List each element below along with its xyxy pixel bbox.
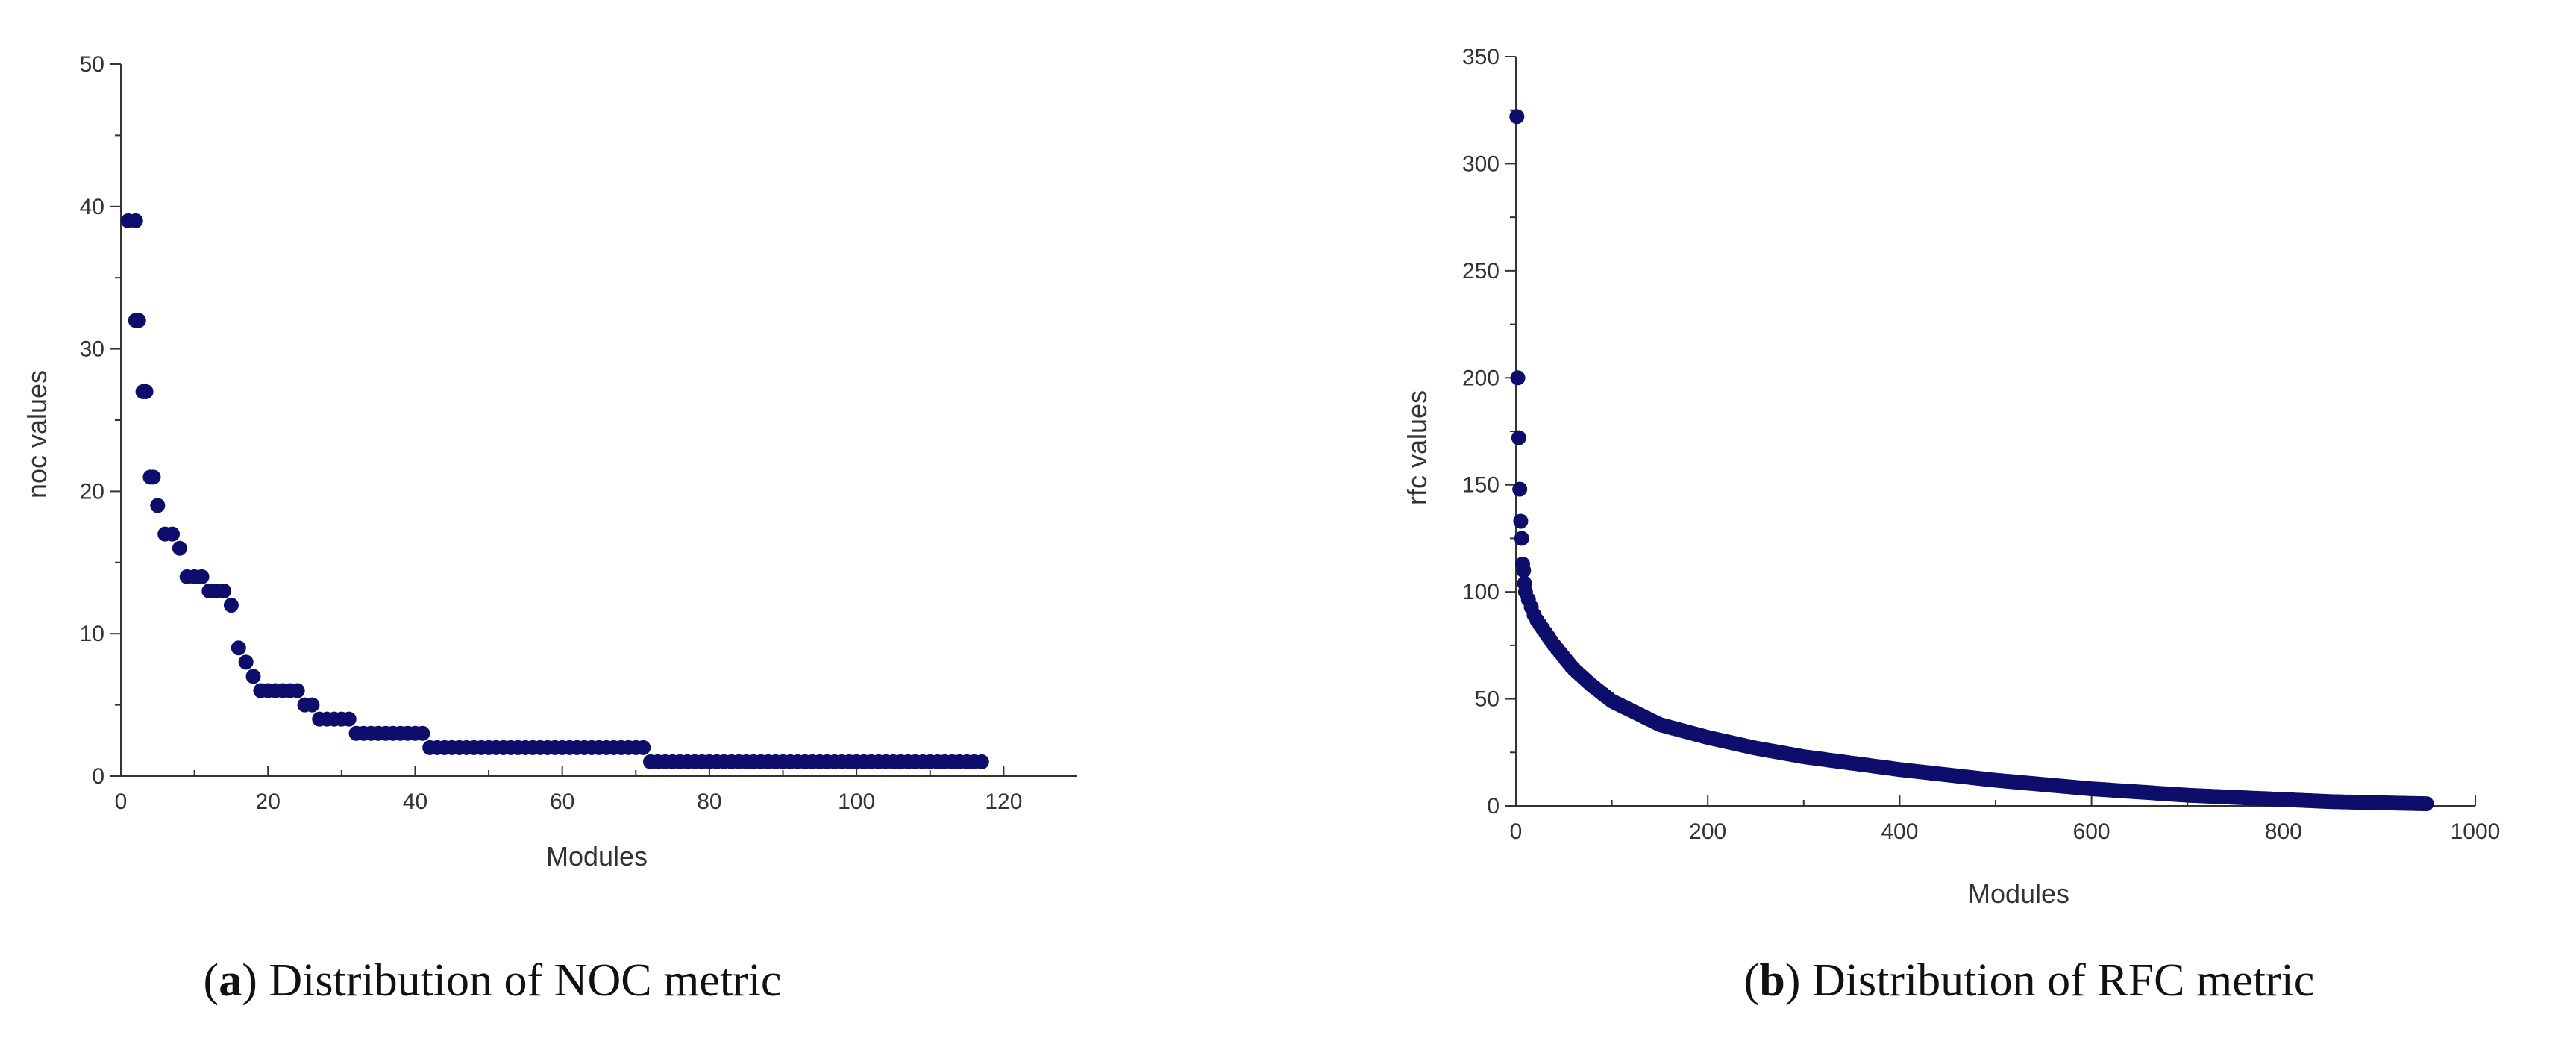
panel-a-x-tick-label: 0 xyxy=(115,790,128,814)
noc-data-point xyxy=(216,583,232,598)
panel-a-x-tick-label: 40 xyxy=(403,790,427,814)
noc-data-point xyxy=(172,540,187,556)
noc-data-point xyxy=(636,740,651,755)
noc-data-point xyxy=(238,654,254,670)
panel-a-caption-letter: a xyxy=(219,955,242,1006)
panel-a-x-tick-label: 60 xyxy=(550,790,574,814)
panel-b-caption: (b) Distribution of RFC metric xyxy=(1744,955,2315,1006)
rfc-data-point xyxy=(1512,481,1528,497)
panel-b-x-tick-label: 600 xyxy=(2073,819,2110,844)
panel-a-caption: (a) Distribution of NOC metric xyxy=(204,955,782,1006)
panel-b-axes: 0 200 400 600 800 1000 0 50 100 150 200 250 300 350 xyxy=(1462,45,2500,844)
panel-a-caption-text: Distribution of NOC metric xyxy=(257,955,782,1006)
rfc-data-point xyxy=(2419,796,2434,812)
noc-data-point xyxy=(304,697,320,713)
noc-data-point xyxy=(150,498,166,513)
panel-b-y-tick-label: 250 xyxy=(1462,259,1499,284)
panel-a-x-axis-label: Modules xyxy=(546,841,648,872)
noc-data-point xyxy=(245,669,261,684)
panel-a-y-tick-label: 50 xyxy=(80,52,104,77)
panel-b-y-tick-label: 0 xyxy=(1487,794,1499,819)
panel-a-points xyxy=(120,213,989,769)
panel-b-y-tick-label: 300 xyxy=(1462,151,1499,176)
panel-b-x-tick-label: 1000 xyxy=(2451,819,2501,844)
panel-a-noc-chart: 0 20 40 60 80 100 120 0 10 20 30 40 50 Modules noc v… xyxy=(22,52,1077,1006)
noc-data-point xyxy=(231,640,246,656)
noc-data-point xyxy=(974,754,989,769)
panel-a-x-tick-label: 100 xyxy=(838,790,875,814)
rfc-data-point xyxy=(1511,430,1526,445)
rfc-data-point xyxy=(1513,513,1529,529)
rfc-data-point xyxy=(1509,109,1525,125)
noc-data-point xyxy=(223,598,239,613)
panel-b-x-tick-label: 200 xyxy=(1689,819,1726,844)
panel-a-x-tick-label: 20 xyxy=(256,790,281,814)
panel-b-caption-text: Distribution of RFC metric xyxy=(1800,955,2314,1006)
panel-b-x-tick-label: 400 xyxy=(1881,819,1918,844)
noc-data-point xyxy=(138,384,154,399)
panel-b-x-tick-label: 800 xyxy=(2265,819,2302,844)
noc-data-point xyxy=(165,526,181,542)
panel-a-x-tick-label: 80 xyxy=(697,790,721,814)
panel-b-y-tick-label: 100 xyxy=(1462,580,1499,604)
panel-b-rfc-chart: 0 200 400 600 800 1000 0 50 100 150 200 250 300 350 M… xyxy=(1402,45,2500,1006)
panel-a-axes: 0 20 40 60 80 100 120 0 10 20 30 40 50 xyxy=(80,52,1077,814)
panel-b-x-tick-label: 0 xyxy=(1510,819,1523,844)
panel-a-y-tick-label: 0 xyxy=(92,764,104,789)
panel-b-caption-letter: b xyxy=(1759,955,1784,1006)
panel-b-y-tick-label: 50 xyxy=(1475,687,1499,712)
panel-b-y-axis-label: rfc values xyxy=(1402,390,1432,505)
panel-a-y-tick-label: 10 xyxy=(80,622,104,646)
panel-a-y-tick-label: 40 xyxy=(80,195,104,219)
rfc-data-point xyxy=(1510,370,1526,386)
panel-a-y-tick-label: 20 xyxy=(80,479,104,504)
panel-b-y-tick-label: 350 xyxy=(1462,45,1499,69)
noc-data-point xyxy=(131,313,146,328)
panel-a-y-axis-label: noc values xyxy=(22,370,52,498)
rfc-data-point xyxy=(1514,531,1529,546)
panel-b-points xyxy=(1509,109,2434,812)
panel-a-y-tick-label: 30 xyxy=(80,337,104,362)
noc-data-point xyxy=(194,569,210,584)
noc-data-point xyxy=(415,725,430,741)
noc-data-point xyxy=(128,213,143,228)
panel-b-y-tick-label: 200 xyxy=(1462,366,1499,390)
rfc-data-point xyxy=(1516,563,1532,578)
noc-data-point xyxy=(145,469,161,485)
panel-a-x-tick-label: 120 xyxy=(985,790,1022,814)
panel-b-x-axis-label: Modules xyxy=(1968,878,2069,909)
noc-data-point xyxy=(341,711,357,727)
noc-data-point xyxy=(289,683,305,698)
panel-b-y-tick-label: 150 xyxy=(1462,473,1499,498)
